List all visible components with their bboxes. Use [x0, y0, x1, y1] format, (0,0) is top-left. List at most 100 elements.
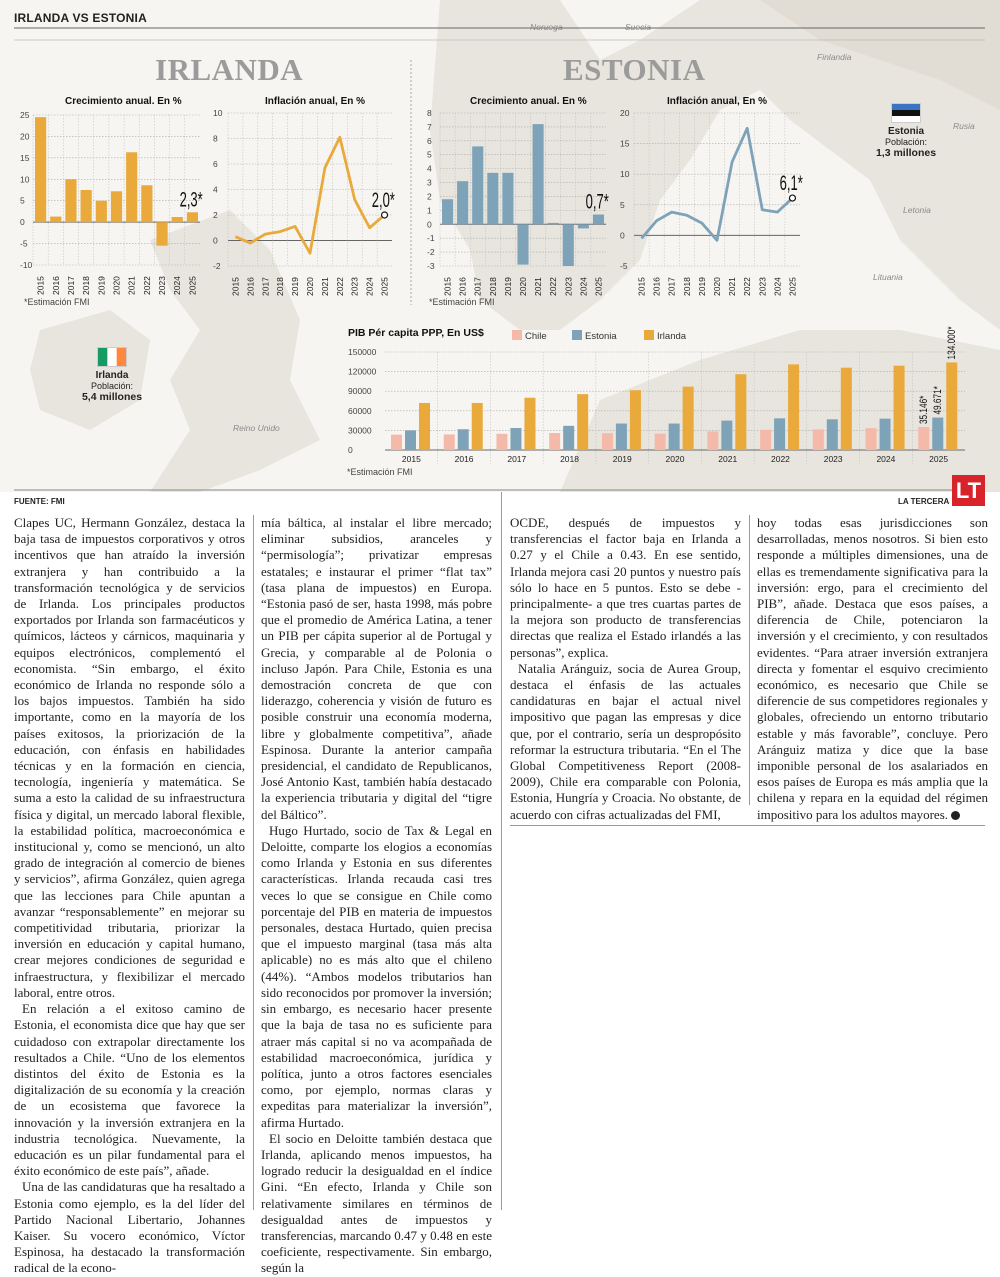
article-paragraph: Clapes UC, Hermann González, destaca la …	[14, 515, 245, 1000]
y-tick-label: 5	[620, 200, 625, 210]
y-tick-label: 6	[427, 136, 432, 146]
estonia-population-box: Estonia Población: 1,3 millones	[870, 103, 942, 159]
estonia-title: ESTONIA	[563, 52, 706, 87]
x-tick-label: 2021	[727, 277, 737, 296]
value-label: 49.671*	[932, 386, 944, 415]
article-end-rule	[510, 825, 985, 826]
bar-estonia-2018	[563, 425, 575, 450]
y-tick-label: 0	[20, 217, 25, 227]
y-tick-label: -3	[427, 261, 435, 271]
bar-estonia-2023	[826, 419, 838, 450]
bar-2024	[171, 217, 183, 223]
x-tick-label: 2015	[443, 277, 453, 296]
bar-chile-2016	[443, 434, 455, 450]
bar-2025	[592, 214, 604, 225]
y-tick-label: 1	[427, 205, 432, 215]
ireland-pop-value: 5,4 millones	[81, 391, 143, 403]
ireland-population-box: Irlanda Población: 5,4 millones	[76, 347, 148, 403]
highlight-value-label: 2,0*	[372, 188, 395, 212]
y-tick-label: 4	[213, 185, 218, 195]
map-label-uk: Reino Unido	[233, 423, 280, 433]
chart-title: Crecimiento anual. En %	[470, 96, 587, 107]
bar-estonia-2021	[721, 420, 733, 450]
x-tick-label: 2021	[533, 277, 543, 296]
series-line	[234, 135, 386, 255]
bar-estonia-2019	[615, 423, 627, 450]
chart-title: Inflación anual, En %	[265, 96, 365, 107]
x-tick-label: 2021	[320, 277, 330, 296]
x-tick-label: 2018	[275, 277, 285, 296]
estonia-name: Estonia	[887, 126, 925, 137]
bar-irlanda-2019	[629, 390, 641, 450]
chart-title: Crecimiento anual. En %	[65, 96, 182, 107]
x-tick-label: 2016	[458, 277, 468, 296]
bar-irlanda-2024	[893, 365, 905, 450]
x-tick-label: 2017	[473, 277, 483, 296]
y-tick-label: 0	[213, 236, 218, 246]
la-tercera-logo: LT	[952, 475, 985, 506]
bar-irlanda-2015	[419, 402, 430, 450]
ireland-pop-label: Población:	[90, 381, 134, 391]
bar-2022	[141, 185, 153, 223]
estonia-flag-icon	[891, 103, 921, 123]
article-paragraph: En relación a el exitoso camino de Eston…	[14, 1001, 245, 1179]
bar-2023	[156, 222, 168, 246]
x-tick-label: 2020	[112, 276, 122, 295]
map-label-sweden: Suecia	[625, 22, 651, 32]
charts-layer: Crecimiento anual. En %2520151050-5-1020…	[20, 96, 965, 464]
x-tick-label: 2024	[172, 276, 182, 295]
x-tick-label: 2025	[380, 277, 390, 296]
y-tick-label: 20	[20, 131, 30, 141]
chart-title: Inflación anual, En %	[667, 96, 767, 107]
x-tick-label: 2020	[712, 277, 722, 296]
bar-2020	[517, 224, 529, 265]
x-tick-label: 2021	[718, 454, 737, 464]
x-tick-label: 2021	[127, 276, 137, 295]
highlight-point	[380, 211, 389, 219]
bar-chile-2019	[601, 433, 613, 450]
bar-2020	[110, 191, 123, 223]
x-tick-label: 2019	[697, 277, 707, 296]
map-label-finland: Finlandia	[817, 52, 852, 62]
x-tick-label: 2020	[666, 454, 685, 464]
bar-estonia-2024	[879, 418, 891, 450]
estonia-pop-value: 1,3 millones	[875, 147, 937, 159]
y-tick-label: 150000	[348, 347, 377, 357]
bar-estonia-2016	[457, 429, 469, 450]
article-paragraph: hoy todas esas jurisdicciones son desarr…	[757, 515, 988, 822]
ireland-flag-icon	[97, 347, 127, 367]
x-tick-label: 2016	[51, 276, 61, 295]
y-tick-label: 10	[620, 169, 630, 179]
bar-chile-2017	[496, 433, 508, 450]
ireland-title: IRLANDA	[155, 52, 304, 87]
bar-2025	[186, 212, 198, 223]
article-paragraph: OCDE, después de impuestos y transferenc…	[510, 515, 741, 660]
x-tick-label: 2016	[245, 277, 255, 296]
bar-estonia-2022	[774, 418, 786, 450]
map-label-norway: Noruega	[530, 22, 563, 32]
y-tick-label: 5	[20, 196, 25, 206]
legend-swatch	[572, 330, 582, 340]
bar-2023	[562, 224, 574, 266]
pib-footnote: *Estimación FMI	[347, 467, 413, 477]
x-tick-label: 2018	[488, 277, 498, 296]
legend-swatch	[644, 330, 654, 340]
x-tick-label: 2022	[142, 276, 152, 295]
bar-irlanda-2018	[577, 394, 589, 450]
map-label-russia: Rusia	[953, 121, 975, 131]
bar-irlanda-2020	[682, 386, 694, 450]
x-tick-label: 2023	[157, 276, 167, 295]
y-tick-label: 20	[620, 108, 630, 118]
y-tick-label: 10	[20, 174, 30, 184]
x-tick-label: 2019	[96, 276, 106, 295]
infographic: Crecimiento anual. En % 25 20 15 10 5 0 -5 -10 20…	[0, 0, 1000, 492]
highlight-value-label: 6,1*	[780, 171, 803, 195]
chart-title: PIB Pér capita PPP, En US$	[348, 327, 484, 339]
bar-2019	[502, 172, 514, 225]
legend-swatch	[512, 330, 522, 340]
y-tick-label: -2	[213, 261, 221, 271]
legend-label: Chile	[525, 331, 547, 342]
bar-irlanda-2017	[524, 397, 536, 450]
column-divider	[749, 515, 750, 805]
bar-chile-2018	[549, 433, 561, 450]
